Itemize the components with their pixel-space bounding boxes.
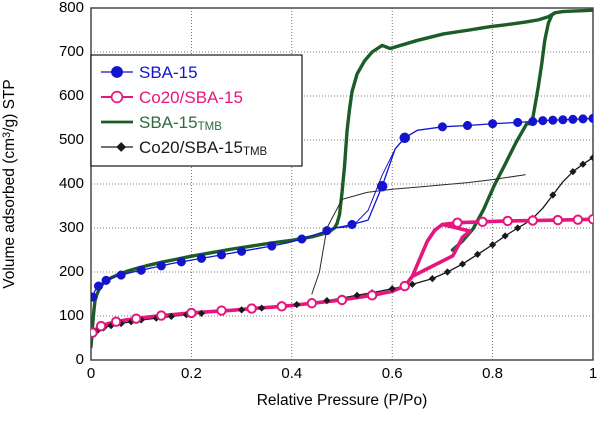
svg-text:0.8: 0.8 bbox=[482, 365, 503, 382]
svg-text:Relative Pressure (P/Po): Relative Pressure (P/Po) bbox=[257, 392, 428, 409]
svg-text:800: 800 bbox=[59, 0, 84, 16]
svg-text:SBA-15: SBA-15 bbox=[139, 63, 198, 82]
svg-text:0.2: 0.2 bbox=[181, 365, 202, 382]
svg-text:600: 600 bbox=[59, 87, 84, 104]
svg-text:0: 0 bbox=[76, 351, 84, 368]
svg-text:Co20/SBA-15: Co20/SBA-15 bbox=[139, 88, 243, 107]
svg-text:1: 1 bbox=[589, 365, 597, 382]
svg-text:0.4: 0.4 bbox=[281, 365, 302, 382]
svg-text:200: 200 bbox=[59, 263, 84, 280]
svg-text:300: 300 bbox=[59, 219, 84, 236]
svg-text:0.6: 0.6 bbox=[382, 365, 403, 382]
svg-text:400: 400 bbox=[59, 175, 84, 192]
svg-text:Volume adsorbed (cm3/g) STP: Volume adsorbed (cm3/g) STP bbox=[1, 79, 18, 288]
svg-text:0: 0 bbox=[87, 365, 95, 382]
svg-text:500: 500 bbox=[59, 131, 84, 148]
svg-text:100: 100 bbox=[59, 307, 84, 324]
svg-text:700: 700 bbox=[59, 43, 84, 60]
